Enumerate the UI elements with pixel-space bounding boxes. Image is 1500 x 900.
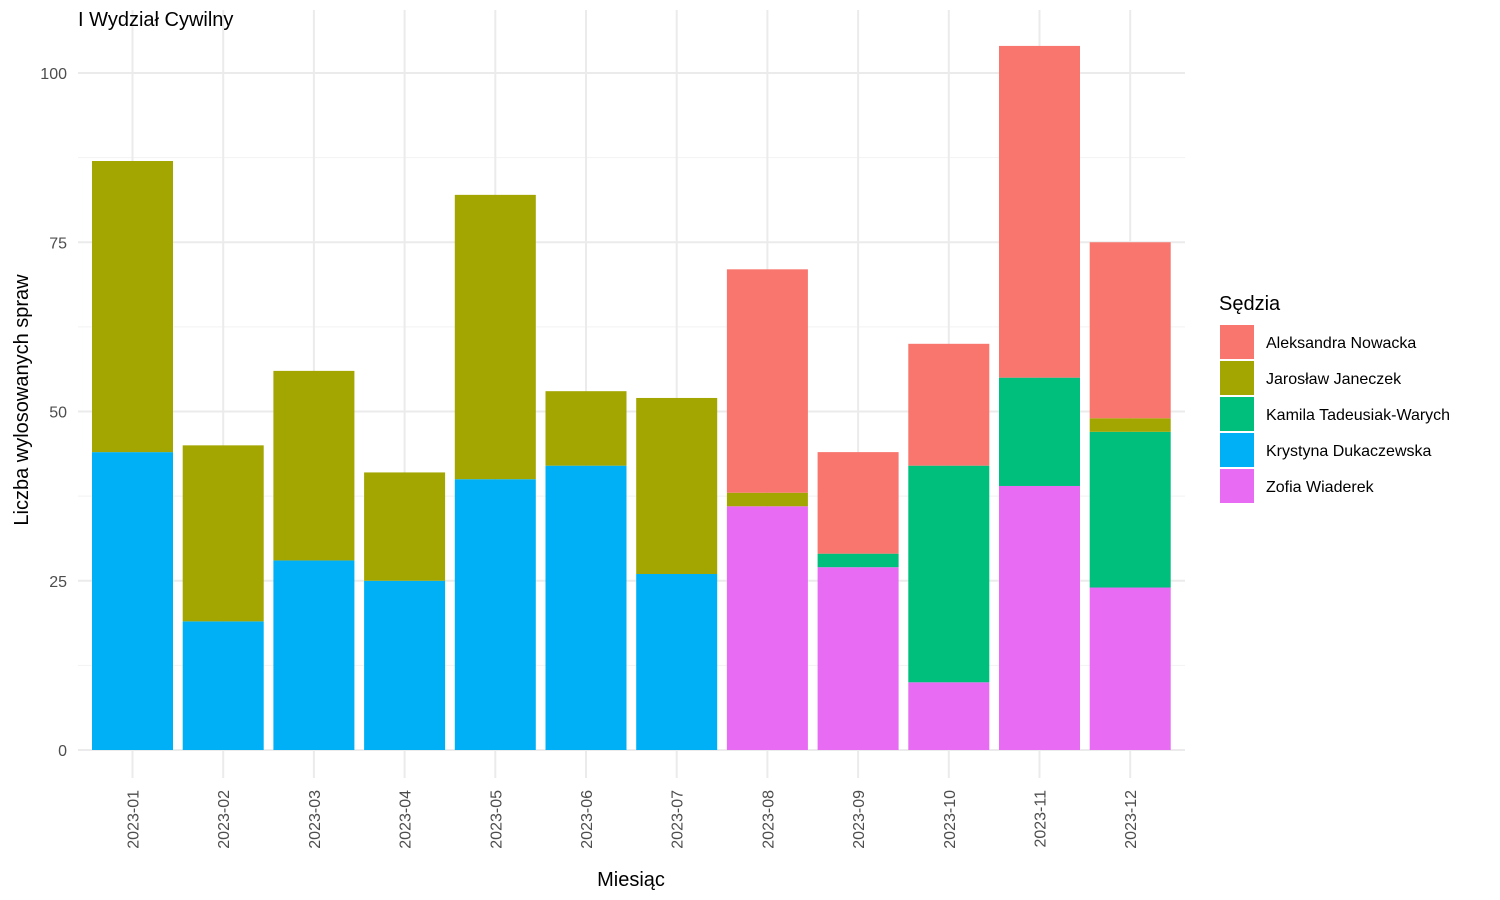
bar-segment-jaros-aw-janeczek	[454, 194, 536, 480]
x-tick-label: 2023-03	[307, 790, 324, 849]
bar-segment-jaros-aw-janeczek	[182, 445, 264, 622]
legend-swatch-aleksandra-nowacka	[1220, 325, 1254, 359]
bar-segment-krystyna-dukaczewska	[454, 479, 536, 750]
bar-segment-jaros-aw-janeczek	[726, 492, 808, 507]
bar-segment-aleksandra-nowacka	[999, 45, 1080, 378]
bar-segment-krystyna-dukaczewska	[182, 621, 264, 750]
x-tick-label: 2023-07	[670, 790, 687, 849]
bar-segment-jaros-aw-janeczek	[92, 161, 173, 453]
bar-segment-krystyna-dukaczewska	[273, 560, 355, 750]
y-tick-label: 100	[40, 66, 67, 83]
x-tick-label: 2023-12	[1123, 790, 1140, 849]
y-tick-label: 25	[49, 574, 67, 591]
bar-segment-jaros-aw-janeczek	[364, 472, 446, 581]
legend-label-zofia-wiaderek: Zofia Wiaderek	[1266, 479, 1375, 496]
legend-label-aleksandra-nowacka: Aleksandra Nowacka	[1266, 335, 1416, 352]
legend-swatch-kamila-tadeusiak-warych	[1220, 397, 1254, 431]
y-tick-label: 0	[58, 743, 67, 760]
bars	[92, 45, 1171, 750]
x-tick-label: 2023-02	[216, 790, 233, 849]
x-tick-labels: 2023-01 2023-02 2023-03 2023-04 2023-05 2023-…	[126, 790, 1141, 849]
x-tick-label: 2023-05	[488, 790, 505, 849]
x-axis-label: Miesiąc	[597, 869, 665, 891]
x-tick-label: 2023-06	[579, 790, 596, 849]
x-tick-label: 2023-11	[1033, 790, 1050, 848]
legend-swatch-jaros-aw-janeczek	[1220, 361, 1254, 395]
bar-segment-jaros-aw-janeczek	[1089, 418, 1171, 432]
x-tick-label: 2023-10	[942, 790, 959, 849]
bar-segment-jaros-aw-janeczek	[545, 391, 627, 466]
y-tick-labels: 0 25 50 75 100	[40, 66, 67, 760]
bar-segment-zofia-wiaderek	[726, 506, 808, 750]
legend-swatch-zofia-wiaderek	[1220, 469, 1254, 503]
legend: Sędzia Aleksandra Nowacka Jarosław Janecz…	[1219, 293, 1450, 503]
bar-segment-aleksandra-nowacka	[1089, 242, 1171, 419]
bar-segment-jaros-aw-janeczek	[636, 397, 718, 574]
bar-segment-aleksandra-nowacka	[817, 452, 899, 554]
x-tick-label: 2023-08	[760, 790, 777, 849]
bar-segment-kamila-tadeusiak-warych	[817, 553, 899, 568]
legend-title: Sędzia	[1219, 293, 1281, 315]
bar-segment-zofia-wiaderek	[1089, 587, 1171, 750]
legend-label-krystyna-dukaczewska: Krystyna Dukaczewska	[1266, 443, 1431, 460]
bar-segment-kamila-tadeusiak-warych	[999, 377, 1080, 486]
bar-segment-zofia-wiaderek	[908, 682, 990, 750]
bar-segment-aleksandra-nowacka	[908, 343, 990, 466]
bar-segment-zofia-wiaderek	[999, 485, 1080, 750]
legend-swatch-krystyna-dukaczewska	[1220, 433, 1254, 467]
bar-segment-krystyna-dukaczewska	[92, 452, 173, 750]
x-tick-label: 2023-04	[398, 790, 415, 849]
bar-segment-kamila-tadeusiak-warych	[1089, 431, 1171, 588]
x-tick-label: 2023-01	[126, 790, 143, 849]
bar-segment-zofia-wiaderek	[817, 567, 899, 750]
bar-segment-krystyna-dukaczewska	[545, 465, 627, 750]
legend-label-jaros-aw-janeczek: Jarosław Janeczek	[1266, 371, 1402, 388]
legend-items: Aleksandra Nowacka Jarosław Janeczek Kamil…	[1220, 325, 1450, 503]
y-tick-label: 50	[49, 405, 67, 422]
x-tick-label: 2023-09	[851, 790, 868, 849]
legend-label-kamila-tadeusiak-warych: Kamila Tadeusiak-Warych	[1266, 407, 1450, 424]
bar-segment-jaros-aw-janeczek	[273, 370, 355, 561]
bar-segment-krystyna-dukaczewska	[636, 573, 718, 750]
bar-segment-aleksandra-nowacka	[726, 269, 808, 493]
chart-title: I Wydział Cywilny	[78, 9, 233, 31]
y-axis-label: Liczba wylosowanych spraw	[11, 274, 33, 526]
bar-segment-krystyna-dukaczewska	[364, 580, 446, 750]
bar-segment-kamila-tadeusiak-warych	[908, 465, 990, 683]
y-tick-label: 75	[49, 235, 67, 252]
